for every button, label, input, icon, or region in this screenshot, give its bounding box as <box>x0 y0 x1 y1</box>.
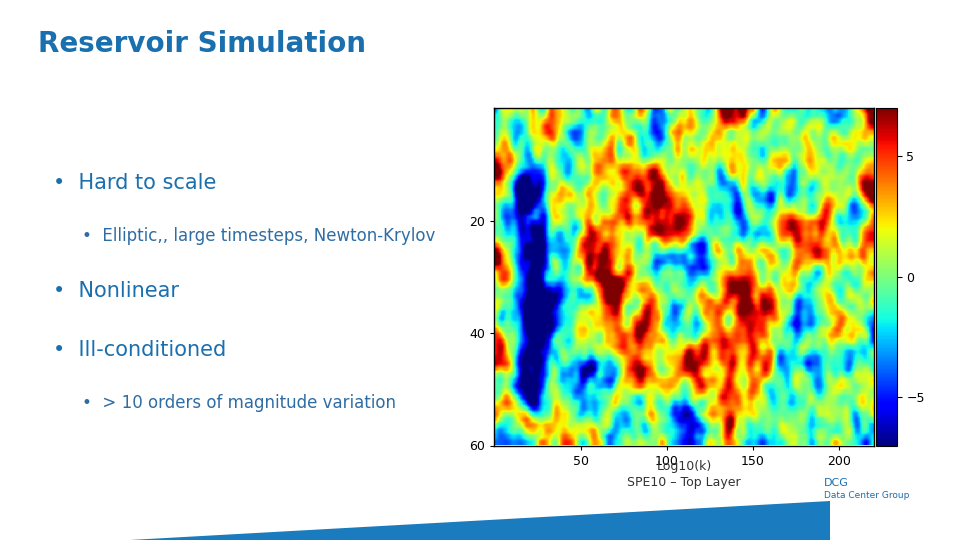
Text: Data Center Group: Data Center Group <box>824 491 909 501</box>
Text: •  Hard to scale: • Hard to scale <box>53 173 216 193</box>
Text: DCG: DCG <box>824 478 849 489</box>
Text: •  Nonlinear: • Nonlinear <box>53 281 179 301</box>
Text: Log10(k): Log10(k) <box>657 460 711 473</box>
Text: •  Ill-conditioned: • Ill-conditioned <box>53 340 226 360</box>
Text: •  Elliptic,, large timesteps, Newton-Krylov: • Elliptic,, large timesteps, Newton-Kry… <box>82 227 435 245</box>
Text: intel: intel <box>900 514 935 528</box>
Polygon shape <box>130 501 830 540</box>
Text: •  > 10 orders of magnitude variation: • > 10 orders of magnitude variation <box>82 394 396 412</box>
Text: SPE10 – Top Layer: SPE10 – Top Layer <box>627 476 741 489</box>
Text: Reservoir Simulation: Reservoir Simulation <box>38 30 367 58</box>
